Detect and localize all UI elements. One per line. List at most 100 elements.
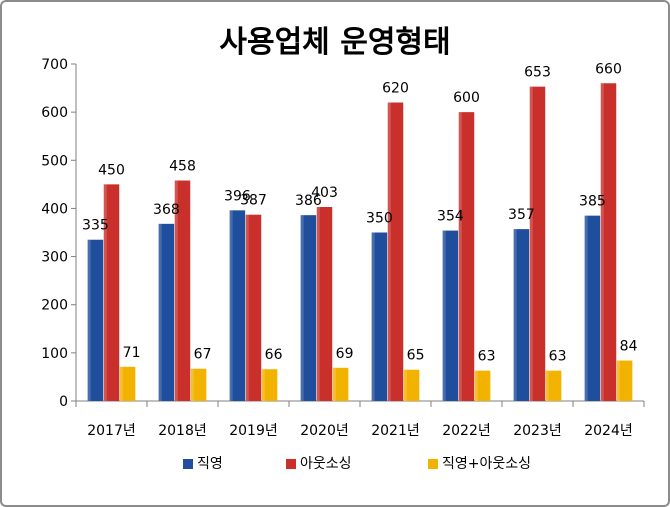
chart-legend: 직영 아웃소싱 직영+아웃소싱 <box>183 456 531 472</box>
bar-highlight <box>513 229 517 401</box>
x-tick-label: 2018년 <box>158 423 207 439</box>
data-label: 458 <box>169 159 196 175</box>
y-tick-label: 0 <box>59 394 68 410</box>
bar <box>403 369 420 401</box>
data-label: 84 <box>620 339 638 355</box>
bar <box>300 215 317 401</box>
legend-label: 아웃소싱 <box>300 456 352 472</box>
y-tick-label: 700 <box>41 57 68 73</box>
x-tick-label: 2020년 <box>300 423 349 439</box>
x-tick-label: 2021년 <box>371 423 420 439</box>
x-tick-label: 2022년 <box>442 423 491 439</box>
data-label: 63 <box>549 349 567 365</box>
bar-highlight <box>442 230 446 401</box>
bar-highlight <box>174 180 178 401</box>
bar <box>87 239 104 401</box>
bar <box>513 229 530 401</box>
bar <box>158 223 175 401</box>
legend-swatch <box>286 459 296 469</box>
bar-highlight <box>316 206 320 401</box>
bar <box>584 215 601 401</box>
bar-highlight <box>332 367 336 401</box>
chart-data-labels: 335 368 396 386 350 354 357 385 450 458 387 403 620 6… <box>82 61 638 364</box>
data-label: 387 <box>240 193 267 209</box>
y-tick-label: 600 <box>41 105 68 121</box>
bar <box>387 102 404 401</box>
bar-highlight <box>103 184 107 401</box>
bar <box>229 210 246 401</box>
bar <box>616 360 633 401</box>
y-tick-label: 400 <box>41 201 68 217</box>
data-label: 368 <box>153 202 180 218</box>
data-label: 396 <box>224 188 251 204</box>
bar-highlight <box>229 210 233 401</box>
data-label: 386 <box>295 193 322 209</box>
data-label: 450 <box>98 162 125 178</box>
bar <box>458 112 475 402</box>
data-label: 69 <box>336 346 354 362</box>
data-label: 66 <box>265 347 283 363</box>
bar-highlight <box>87 239 91 401</box>
y-tick-label: 200 <box>41 298 68 314</box>
y-tick-label: 100 <box>41 346 68 362</box>
bar <box>174 180 191 401</box>
legend-label: 직영+아웃소싱 <box>442 456 531 472</box>
bar-highlight <box>545 370 549 401</box>
bar-highlight <box>158 223 162 401</box>
bar-highlight <box>474 370 478 401</box>
y-tick-label: 500 <box>41 153 68 169</box>
bar <box>316 206 333 401</box>
data-label: 354 <box>437 209 464 225</box>
y-tick-label: 300 <box>41 250 68 266</box>
data-label: 653 <box>524 65 551 81</box>
bar-highlight <box>190 368 194 401</box>
bar <box>529 86 546 402</box>
chart-axes: 0 100 200 300 400 500 600 700 2017년 2018년 2019년 202… <box>41 57 645 439</box>
legend-label: 직영 <box>197 456 223 472</box>
bar-highlight <box>119 366 123 401</box>
bar-highlight <box>387 102 391 401</box>
bar-highlight <box>371 232 375 401</box>
bar <box>332 367 349 401</box>
bar <box>119 366 136 401</box>
data-label: 357 <box>508 207 535 223</box>
bar-highlight <box>245 214 249 401</box>
data-label: 71 <box>123 345 141 361</box>
bar <box>190 368 207 401</box>
data-label: 600 <box>453 90 480 106</box>
x-tick-label: 2019년 <box>229 423 278 439</box>
x-tick-label: 2023년 <box>513 423 562 439</box>
data-label: 63 <box>478 349 496 365</box>
bar <box>545 370 562 401</box>
bar <box>474 370 491 401</box>
data-label: 385 <box>579 194 606 210</box>
x-tick-label: 2017년 <box>87 423 136 439</box>
chart-title: 사용업체 운영형태 <box>219 25 450 60</box>
data-label: 65 <box>407 348 425 364</box>
legend-swatch <box>428 459 438 469</box>
bar-highlight <box>403 369 407 401</box>
bar-highlight <box>458 112 462 402</box>
bar <box>103 184 120 401</box>
chart-bars <box>87 83 633 402</box>
data-label: 350 <box>366 211 393 227</box>
data-label: 403 <box>311 185 338 201</box>
bar <box>261 369 278 401</box>
bar <box>442 230 459 401</box>
bar-highlight <box>300 215 304 401</box>
bar-highlight <box>529 86 533 402</box>
data-label: 67 <box>194 347 212 363</box>
x-tick-label: 2024년 <box>584 423 633 439</box>
bar-highlight <box>616 360 620 401</box>
bar-highlight <box>584 215 588 401</box>
data-label: 335 <box>82 218 109 234</box>
bar-highlight <box>600 83 604 401</box>
data-label: 620 <box>382 81 409 97</box>
legend-swatch <box>183 459 193 469</box>
bar <box>371 232 388 401</box>
data-label: 660 <box>595 61 622 77</box>
bar <box>600 83 617 401</box>
bar <box>245 214 262 401</box>
bar-highlight <box>261 369 265 401</box>
